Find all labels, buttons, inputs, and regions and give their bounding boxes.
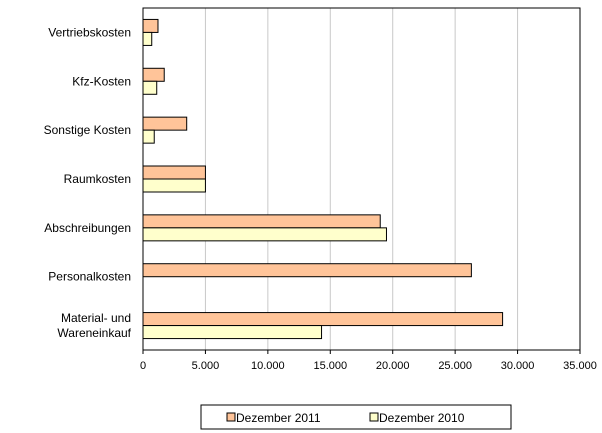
bar-dezember-2011 xyxy=(142,67,165,82)
bar-dezember-2010 xyxy=(142,80,158,95)
bar-dezember-2011 xyxy=(142,116,188,131)
bar-dezember-2010 xyxy=(142,178,206,193)
bar-dezember-2010 xyxy=(142,31,153,46)
category-label: Abschreibungen xyxy=(44,221,131,235)
legend-swatch xyxy=(226,412,236,422)
x-tick-label: 0 xyxy=(140,360,146,372)
category-label: Raumkosten xyxy=(64,172,131,186)
gridlines xyxy=(204,8,519,350)
x-axis: 0 5.000 10.000 15.000 20.000 25.000 30.000 35.0… xyxy=(140,350,597,372)
plot-area-frame xyxy=(142,7,581,351)
category-label-line: Personalkosten xyxy=(48,270,131,284)
legend: Dezember 2011 Dezember 2010 xyxy=(200,404,512,430)
legend-frame xyxy=(200,404,512,430)
bar-dezember-2011 xyxy=(142,214,381,229)
legend-swatch xyxy=(369,412,379,422)
category-label-line: Raumkosten xyxy=(64,172,131,186)
x-tick-label: 25.000 xyxy=(438,360,472,372)
category-label: Vertriebskosten xyxy=(48,25,131,39)
category-label-line: Wareneinkauf xyxy=(57,326,131,340)
bar-dezember-2011 xyxy=(142,263,472,278)
x-tick-label: 30.000 xyxy=(501,360,535,372)
category-label-line: Abschreibungen xyxy=(44,221,131,235)
bar-dezember-2010 xyxy=(142,227,387,242)
x-tick-label: 15.000 xyxy=(313,360,347,372)
category-label: Personalkosten xyxy=(48,270,131,284)
bar-dezember-2011 xyxy=(142,312,504,327)
legend-label: Dezember 2010 xyxy=(379,411,465,425)
category-label: Sonstige Kosten xyxy=(44,123,131,137)
category-label: Kfz-Kosten xyxy=(72,74,131,88)
bar-series xyxy=(142,18,504,340)
x-tick-label: 20.000 xyxy=(376,360,410,372)
category-label-line: Sonstige Kosten xyxy=(44,123,131,137)
bar-dezember-2010 xyxy=(142,325,323,340)
bar-dezember-2011 xyxy=(142,18,159,33)
x-tick-label: 5.000 xyxy=(192,360,220,372)
bar-dezember-2010 xyxy=(142,129,155,144)
legend-label: Dezember 2011 xyxy=(236,411,321,425)
bar-dezember-2011 xyxy=(142,165,206,180)
category-labels: Vertriebskosten Kfz-Kosten Sonstige Kosten… xyxy=(44,25,132,340)
x-tick-label: 35.000 xyxy=(563,360,597,372)
category-label: Material- und Wareneinkauf xyxy=(57,311,131,340)
category-label-line: Vertriebskosten xyxy=(48,25,131,39)
category-label-line: Material- und xyxy=(61,311,131,325)
x-tick-label: 10.000 xyxy=(251,360,285,372)
category-label-line: Kfz-Kosten xyxy=(72,74,131,88)
